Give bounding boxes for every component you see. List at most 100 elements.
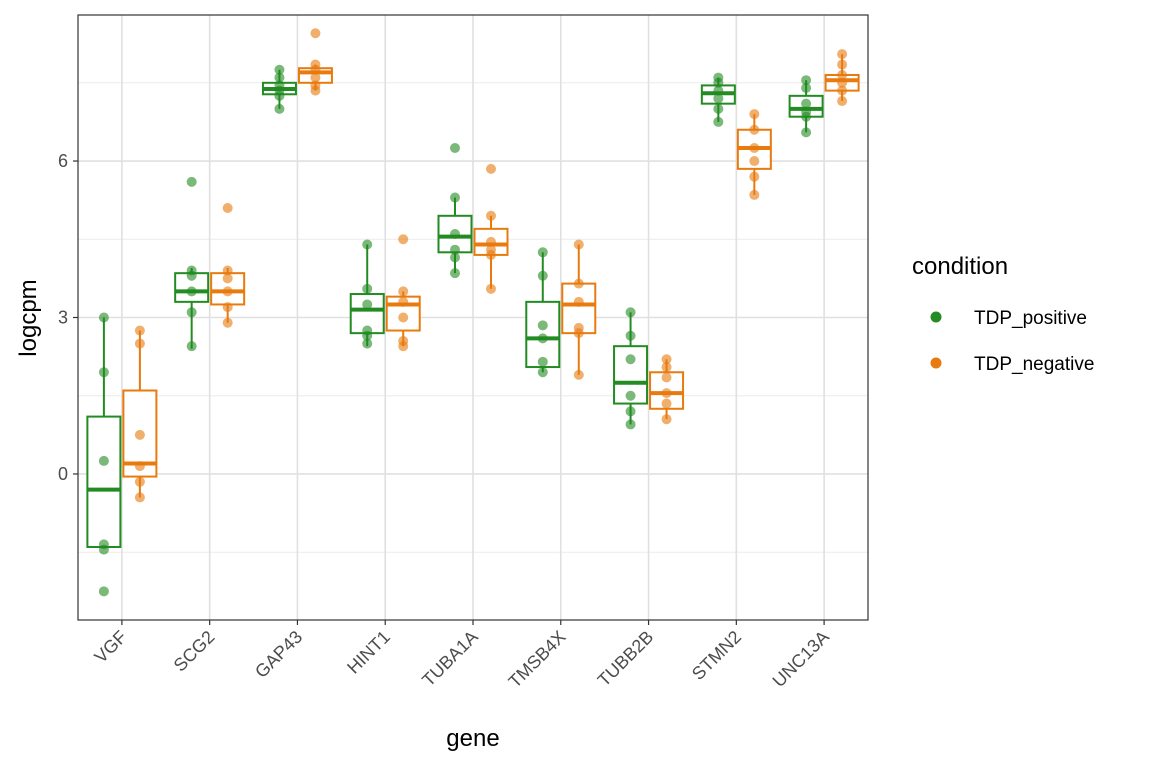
- legend-swatch: [930, 357, 942, 369]
- data-point: [537, 247, 548, 258]
- data-point: [134, 325, 145, 336]
- data-point: [450, 192, 460, 203]
- data-point: [573, 278, 584, 289]
- data-point: [573, 369, 584, 380]
- data-point: [98, 367, 109, 378]
- data-point: [537, 270, 548, 281]
- data-point: [134, 338, 145, 349]
- data-point: [749, 109, 760, 120]
- data-point: [713, 93, 724, 104]
- data-point: [274, 103, 285, 114]
- x-tick-label: TMSB4X: [505, 627, 570, 692]
- data-point: [661, 354, 672, 365]
- data-point: [486, 249, 496, 260]
- data-point: [222, 273, 233, 284]
- data-point: [486, 236, 496, 247]
- data-point: [661, 398, 672, 409]
- data-point: [625, 419, 636, 430]
- data-point: [837, 96, 848, 107]
- data-point: [310, 28, 321, 39]
- data-point: [625, 354, 636, 365]
- data-point: [362, 330, 373, 341]
- data-point: [713, 116, 724, 127]
- data-point: [486, 163, 496, 174]
- legend: condition TDP_positive TDP_negative: [912, 253, 1094, 375]
- data-point: [450, 142, 460, 153]
- box-TDP_negative-TMSB4X: [561, 244, 597, 375]
- data-point: [98, 312, 109, 323]
- box-TDP_positive-VGF: [86, 317, 122, 548]
- data-point: [186, 270, 197, 281]
- data-point: [625, 307, 636, 318]
- x-tick-label: UNC13A: [769, 627, 833, 691]
- data-point: [274, 64, 285, 75]
- data-point: [450, 252, 460, 263]
- data-point: [362, 299, 373, 310]
- box-iqr: [561, 282, 597, 335]
- legend-items: TDP_positive TDP_negative: [930, 308, 1094, 375]
- x-axis-title: gene: [446, 725, 499, 752]
- data-point: [450, 268, 460, 279]
- data-point: [713, 77, 724, 88]
- data-point: [222, 286, 233, 297]
- data-point: [222, 302, 233, 313]
- data-point: [274, 72, 285, 83]
- data-point: [801, 98, 812, 109]
- data-point: [222, 265, 233, 276]
- data-point: [837, 59, 848, 70]
- data-point: [486, 283, 496, 294]
- data-point: [661, 372, 672, 383]
- data-point: [310, 85, 321, 96]
- data-point: [186, 341, 197, 352]
- data-point: [274, 90, 285, 101]
- data-point: [362, 239, 373, 250]
- data-point: [537, 367, 548, 378]
- data-point: [625, 330, 636, 341]
- x-tick-label: HINT1: [343, 627, 394, 678]
- data-point: [749, 124, 760, 135]
- data-point: [186, 176, 197, 187]
- data-point: [749, 189, 760, 200]
- data-point: [713, 85, 724, 96]
- y-axis-title: logcpm: [15, 279, 42, 356]
- data-point: [362, 283, 373, 294]
- data-point: [134, 429, 145, 440]
- data-point: [625, 406, 636, 417]
- data-point: [837, 49, 848, 60]
- data-point: [749, 142, 760, 153]
- data-point: [573, 239, 584, 250]
- data-point: [398, 296, 409, 307]
- data-point: [713, 103, 724, 114]
- data-point: [310, 64, 321, 75]
- data-point: [801, 83, 812, 94]
- data-point: [398, 341, 409, 352]
- data-point: [362, 338, 373, 349]
- data-point: [134, 492, 145, 503]
- x-tick-label: GAP43: [251, 627, 306, 682]
- data-point: [222, 317, 233, 328]
- data-point: [134, 476, 145, 487]
- data-point: [310, 72, 321, 83]
- x-tick-label: VGF: [90, 627, 130, 667]
- data-point: [573, 328, 584, 339]
- data-point: [837, 69, 848, 80]
- data-point: [801, 75, 812, 86]
- data-point: [661, 362, 672, 373]
- legend-label: TDP_negative: [974, 354, 1094, 375]
- data-point: [134, 461, 145, 472]
- x-tick-label: SCG2: [170, 627, 219, 676]
- legend-label: TDP_positive: [974, 308, 1087, 329]
- data-point: [625, 390, 636, 401]
- y-tick-label: 3: [58, 308, 68, 328]
- data-point: [98, 455, 109, 466]
- grid-lines: [78, 15, 868, 620]
- box-iqr: [86, 415, 122, 548]
- point-layer: [98, 28, 848, 597]
- data-point: [398, 234, 409, 245]
- data-point: [537, 333, 548, 344]
- data-point: [537, 356, 548, 367]
- x-tick-label: STMN2: [688, 627, 745, 684]
- data-point: [186, 286, 197, 297]
- data-point: [661, 388, 672, 399]
